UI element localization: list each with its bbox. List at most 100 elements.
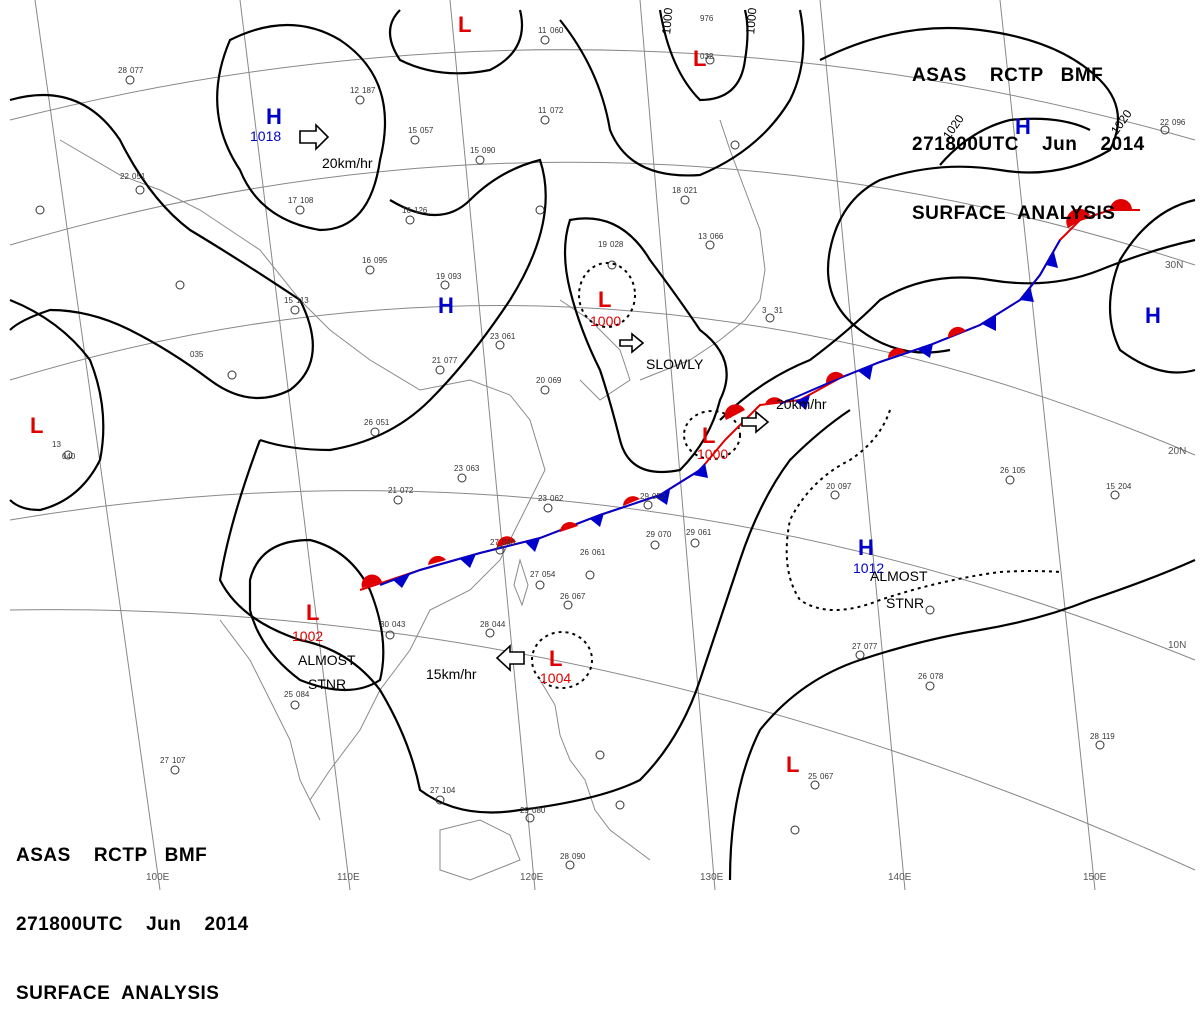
isobar-main-band bbox=[719, 238, 1196, 421]
station-marker bbox=[495, 340, 505, 350]
station-value: 069 bbox=[548, 376, 562, 385]
station-value: 21 bbox=[432, 356, 441, 365]
footer-line-1: ASAS RCTP BMF bbox=[16, 845, 208, 866]
station-value: 119 bbox=[1102, 732, 1115, 741]
station-marker bbox=[227, 370, 237, 380]
station-value: 090 bbox=[572, 852, 586, 861]
station-marker bbox=[135, 185, 145, 195]
station-value: 187 bbox=[362, 86, 376, 95]
station-value: 054 bbox=[542, 570, 556, 579]
lon-line-130e bbox=[639, 0, 716, 891]
station-marker bbox=[170, 765, 180, 775]
station-value: 046 bbox=[502, 538, 516, 547]
station-marker bbox=[63, 450, 73, 460]
station-value: 27 bbox=[852, 642, 861, 651]
low-pressure-value: 1004 bbox=[540, 670, 572, 686]
cold-tri bbox=[525, 538, 540, 552]
isobar-east-pacific bbox=[728, 558, 1196, 881]
cold-tri bbox=[1046, 252, 1058, 268]
warm-bump bbox=[825, 371, 844, 383]
station-value: 28 bbox=[1090, 732, 1099, 741]
station-marker bbox=[535, 205, 545, 215]
station-value: 040 bbox=[62, 452, 76, 461]
station-value: 12 bbox=[350, 86, 359, 95]
warm-bump bbox=[361, 574, 382, 588]
station-marker bbox=[705, 55, 715, 65]
station-value: 072 bbox=[550, 106, 564, 115]
station-marker bbox=[393, 495, 403, 505]
station-value: 29 bbox=[646, 530, 655, 539]
lat-label: 20N bbox=[1168, 446, 1187, 457]
warm-bump bbox=[724, 404, 745, 420]
station-marker bbox=[543, 503, 553, 513]
lon-line-100e bbox=[34, 0, 161, 891]
low-symbol: L bbox=[693, 46, 707, 71]
isobar-far-west bbox=[9, 298, 105, 512]
station-value: 13 bbox=[698, 232, 707, 241]
station-value: 31 bbox=[774, 306, 783, 315]
low-symbol: L bbox=[786, 752, 800, 777]
station-marker bbox=[435, 795, 445, 805]
cold-tri bbox=[655, 490, 670, 505]
station-marker bbox=[125, 75, 135, 85]
station-value: 052 bbox=[652, 492, 666, 501]
warm-bump bbox=[623, 496, 640, 506]
station-value: 044 bbox=[492, 620, 506, 629]
station-value: 090 bbox=[482, 146, 496, 155]
station-value: 16 bbox=[362, 256, 371, 265]
station-value: 113 bbox=[296, 296, 309, 305]
status-h1012-line2: STNR bbox=[886, 595, 925, 611]
isobar-h1018 bbox=[216, 24, 387, 232]
station-value: 063 bbox=[466, 464, 480, 473]
motion-arrows bbox=[299, 123, 770, 672]
station-marker bbox=[650, 540, 660, 550]
arrow-l1004 bbox=[495, 644, 525, 672]
station-value: 27 bbox=[490, 538, 499, 547]
station-value: 26 bbox=[1000, 466, 1009, 475]
coast-taiwan bbox=[513, 558, 529, 607]
motion-label-l1000-north: SLOWLY bbox=[646, 356, 704, 372]
weather-map bbox=[9, 0, 1196, 891]
station-marker bbox=[595, 750, 605, 760]
station-value: 13 bbox=[52, 440, 61, 449]
low-pressure-value: 1000 bbox=[697, 446, 729, 462]
status-l1002-line1: ALMOST bbox=[298, 652, 356, 668]
high-symbol: H bbox=[858, 535, 874, 560]
station-value: 20 bbox=[826, 482, 835, 491]
dashed-trough bbox=[785, 409, 1061, 611]
warm-bump bbox=[496, 536, 516, 547]
station-value: 15 bbox=[284, 296, 293, 305]
cold-front-overlay-1 bbox=[379, 469, 701, 586]
station-value: 061 bbox=[502, 332, 516, 341]
station-marker bbox=[1005, 475, 1015, 485]
station-value: 23 bbox=[490, 332, 499, 341]
warm-bump bbox=[947, 326, 966, 338]
station-value: 20 bbox=[536, 376, 545, 385]
warm-bump bbox=[428, 555, 446, 565]
station-value: 22 bbox=[120, 172, 129, 181]
isobar-north-mid bbox=[559, 9, 805, 177]
coastlines bbox=[59, 119, 766, 881]
station-value: 072 bbox=[400, 486, 414, 495]
high-pressure-value: 1018 bbox=[250, 128, 282, 144]
station-marker bbox=[680, 195, 690, 205]
motion-label-l1004: 15km/hr bbox=[426, 666, 477, 682]
station-marker bbox=[565, 860, 575, 870]
coast-indochina bbox=[219, 619, 321, 821]
station-value: 18 bbox=[672, 186, 681, 195]
station-marker bbox=[435, 365, 445, 375]
header-title-block: ASAS RCTP BMF 271800UTC Jun 2014 SURFACE… bbox=[912, 18, 1145, 248]
station-value: 15 bbox=[470, 146, 479, 155]
station-marker bbox=[370, 427, 380, 437]
coast-korea bbox=[559, 299, 631, 401]
station-value: 051 bbox=[132, 172, 146, 181]
station-marker bbox=[790, 825, 800, 835]
lat-label: 30N bbox=[1165, 260, 1184, 271]
station-value: 27 bbox=[430, 786, 439, 795]
station-value: 067 bbox=[572, 592, 586, 601]
footer-title-block: ASAS RCTP BMF 271800UTC Jun 2014 SURFACE… bbox=[16, 798, 249, 1028]
station-value: 26 bbox=[918, 672, 927, 681]
station-marker bbox=[440, 280, 450, 290]
station-marker bbox=[855, 650, 865, 660]
cold-tri bbox=[460, 554, 476, 568]
